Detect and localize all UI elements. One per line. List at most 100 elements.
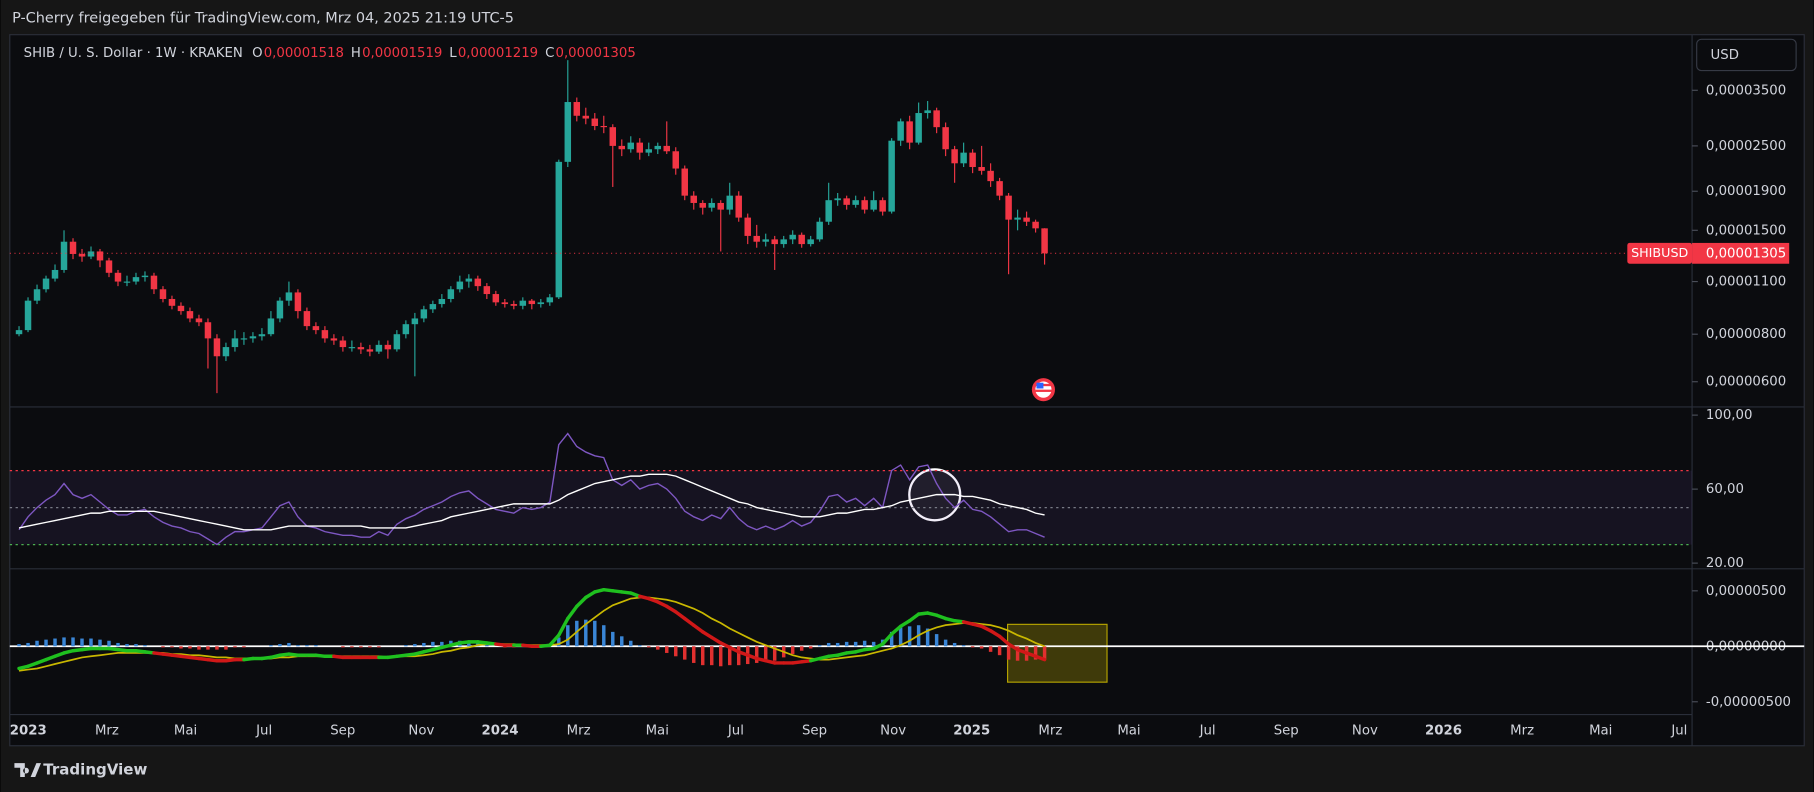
macd-segment xyxy=(1006,642,1020,652)
histogram-bar xyxy=(125,644,129,647)
histogram-bar xyxy=(170,646,174,648)
histogram-bar xyxy=(557,637,561,647)
candle-body xyxy=(1023,217,1030,222)
y-tick-label: 100,00 xyxy=(1706,408,1752,423)
candle-body xyxy=(465,278,473,282)
candle-body xyxy=(114,272,122,282)
candle-body xyxy=(789,234,796,240)
candle-body xyxy=(105,260,113,273)
candle-body xyxy=(60,241,68,270)
x-tick-label: Mai xyxy=(174,724,197,739)
candle-body xyxy=(420,309,428,319)
candle-body xyxy=(735,195,742,218)
candle-body xyxy=(1005,195,1012,220)
histogram-bar xyxy=(1015,646,1020,661)
candle-body xyxy=(906,121,913,143)
candle-body xyxy=(816,221,823,240)
candle-body xyxy=(717,202,724,210)
histogram-bar xyxy=(889,631,894,647)
candle-body xyxy=(870,200,877,210)
candle-body xyxy=(987,170,994,182)
candle-body xyxy=(879,200,886,212)
x-tick-label: Mrz xyxy=(95,724,119,739)
candle-body xyxy=(645,149,652,153)
macd-segment xyxy=(692,623,705,634)
x-tick-label: Nov xyxy=(1352,724,1378,739)
candle-body xyxy=(924,110,931,114)
histogram-bar xyxy=(826,642,831,647)
histogram-bar xyxy=(961,645,966,647)
macd-segment xyxy=(548,633,561,647)
histogram-bar xyxy=(709,646,714,666)
candle-body xyxy=(51,269,59,279)
histogram-bar xyxy=(638,645,642,647)
candle-body xyxy=(672,151,679,169)
histogram-bar xyxy=(799,646,804,651)
histogram-bar xyxy=(440,641,444,647)
x-tick-label: 2024 xyxy=(482,724,519,739)
candle-body xyxy=(681,168,688,196)
x-tick-label: Nov xyxy=(408,724,434,739)
candle-body xyxy=(339,340,347,348)
histogram-bar xyxy=(80,638,84,647)
candle-body xyxy=(141,275,149,278)
share-text: P-Cherry freigegeben für TradingView.com… xyxy=(12,10,514,26)
candle-body xyxy=(708,202,715,208)
candle-body xyxy=(726,195,733,210)
symbol-title: SHIB / U. S. Dollar · 1W · KRAKEN xyxy=(24,46,243,61)
histogram-bar xyxy=(143,645,147,647)
histogram-bar xyxy=(98,639,102,647)
histogram-bar xyxy=(305,645,309,647)
candle-body xyxy=(87,251,95,257)
histogram-bar xyxy=(683,646,687,660)
histogram-bar xyxy=(278,644,282,647)
macd-segment xyxy=(898,619,912,629)
histogram-bar xyxy=(925,628,930,647)
candle-body xyxy=(33,289,41,301)
histogram-bar xyxy=(943,639,948,647)
histogram-bar xyxy=(970,646,975,648)
histogram-bar xyxy=(566,625,570,647)
candle-body xyxy=(78,253,86,257)
y-tick-label: 0,00000800 xyxy=(1706,327,1786,342)
histogram-bar xyxy=(413,644,417,647)
histogram-bar xyxy=(233,646,237,648)
histogram-bar xyxy=(134,644,138,647)
candle-body xyxy=(186,311,194,319)
candle-body xyxy=(375,344,383,352)
candle-body xyxy=(366,349,374,352)
macd-segment xyxy=(880,632,894,646)
candle-body xyxy=(321,330,329,339)
flag-icon xyxy=(1031,378,1055,402)
histogram-bar xyxy=(808,646,813,649)
histogram-bar xyxy=(197,646,201,650)
histogram-bar xyxy=(350,646,354,648)
histogram-bar xyxy=(116,642,120,647)
candle-body xyxy=(69,241,77,254)
candle-body xyxy=(402,324,410,335)
candle-body xyxy=(996,181,1003,196)
currency-button[interactable] xyxy=(1696,38,1797,72)
candle-body xyxy=(447,289,455,299)
candle-body xyxy=(834,198,841,201)
histogram-bar xyxy=(206,646,210,650)
candle-body xyxy=(627,142,635,150)
x-tick-label: Mrz xyxy=(1038,724,1062,739)
x-tick-label: Jul xyxy=(1670,724,1687,739)
x-tick-label: 2025 xyxy=(953,724,990,739)
candle-body xyxy=(267,318,275,335)
histogram-bar xyxy=(620,636,624,647)
candle-body xyxy=(960,152,967,164)
candle-body xyxy=(663,145,670,152)
candle-body xyxy=(429,304,437,310)
histogram-bar xyxy=(161,646,165,648)
candle-body xyxy=(384,344,392,350)
currency[interactable]: USD xyxy=(1711,48,1739,63)
histogram-bar xyxy=(431,641,435,647)
x-tick-label: Mai xyxy=(1589,724,1612,739)
macd-segment xyxy=(575,595,588,609)
candle-body xyxy=(609,127,617,146)
histogram-bar xyxy=(692,646,696,663)
candle-body xyxy=(861,200,868,210)
